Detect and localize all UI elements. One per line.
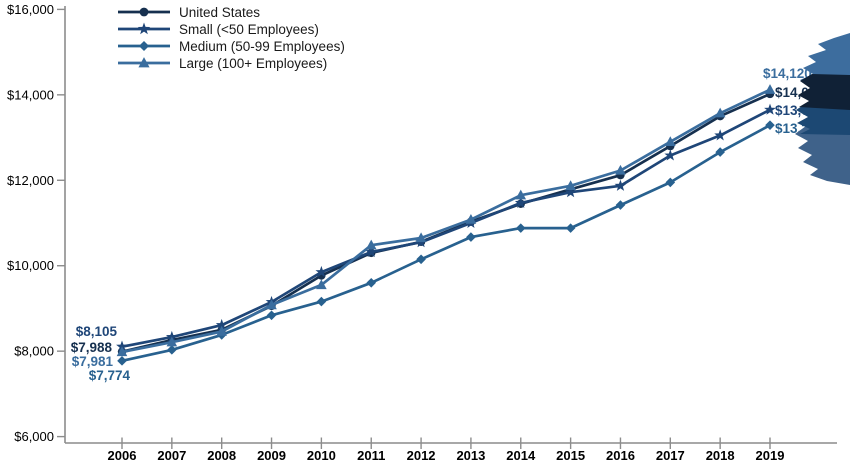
line-triangle-marker-icon	[118, 57, 170, 68]
legend-label: Large (100+ Employees)	[179, 55, 328, 71]
series-line	[120, 92, 772, 354]
blob-band-slate	[795, 126, 850, 185]
data-point-diamond	[416, 254, 426, 265]
series-line	[120, 88, 772, 354]
data-point-star	[137, 22, 151, 35]
series-medium-50-99-employees	[117, 120, 775, 366]
data-point-triangle	[415, 232, 427, 243]
data-point-star	[764, 103, 776, 115]
y-tick-label: $14,000	[7, 87, 54, 102]
data-point-triangle	[365, 239, 377, 250]
data-point-star	[514, 196, 527, 208]
data-point-star	[315, 265, 328, 278]
x-tick-label: 2011	[357, 448, 385, 463]
data-point-triangle	[316, 279, 327, 290]
data-point-diamond	[266, 310, 277, 321]
data-point-star	[564, 186, 577, 198]
data-point-diamond	[466, 232, 476, 242]
line-star-marker-icon	[118, 22, 170, 35]
legend-item-united-states: United States	[118, 4, 345, 20]
data-point-star	[365, 245, 378, 258]
data-point-diamond	[167, 345, 177, 355]
series-lines	[116, 84, 776, 366]
x-tick-label: 2017	[656, 448, 685, 463]
data-point-star	[614, 179, 627, 191]
blob-band-navy	[796, 102, 850, 135]
data-point-diamond	[316, 296, 327, 307]
data-point-triangle	[515, 189, 527, 200]
legend-label: Medium (50-99 Employees)	[179, 38, 345, 54]
x-tick-label: 2018	[706, 448, 735, 463]
x-tick-label: 2015	[556, 448, 585, 463]
y-tick-label: $8,000	[14, 344, 54, 359]
data-point-star	[215, 318, 228, 331]
data-point-diamond	[138, 40, 150, 52]
x-tick-label: 2012	[407, 448, 436, 463]
data-point-diamond	[117, 356, 127, 366]
series-united-states	[117, 89, 775, 356]
data-point-triangle	[714, 107, 726, 118]
legend-label: Small (<50 Employees)	[179, 21, 319, 37]
x-tick-label: 2014	[506, 448, 536, 463]
start-value-label: $7,988	[71, 340, 113, 355]
x-tick-label: 2008	[207, 448, 236, 463]
start-value-label: $7,981	[72, 354, 114, 369]
data-point-diamond	[515, 223, 526, 233]
data-point-triangle	[216, 325, 227, 336]
axes: $6,000 $8,000 $10,000 $12,000 $14,000 $16,000…	[7, 2, 837, 463]
data-point-diamond	[366, 278, 377, 288]
chart-legend: United States Small (<50 Employees) Medi…	[118, 4, 345, 71]
data-point-diamond	[715, 147, 725, 157]
x-tick-label: 2019	[756, 448, 785, 463]
legend-label: United States	[179, 4, 261, 20]
data-point-triangle	[166, 336, 178, 347]
series-large-100-employees	[116, 84, 776, 357]
start-value-label: $7,774	[89, 368, 131, 383]
x-tick-label: 2009	[257, 448, 286, 463]
data-point-star	[165, 330, 178, 343]
end-value-label: $14,120	[763, 66, 812, 81]
data-point-circle	[139, 7, 149, 17]
data-point-diamond	[665, 177, 676, 188]
legend-item-medium-firms: Medium (50-99 Employees)	[118, 38, 345, 54]
legend-item-small-firms: Small (<50 Employees)	[118, 21, 345, 37]
data-point-star	[714, 129, 727, 141]
legend-item-large-firms: Large (100+ Employees)	[118, 55, 345, 71]
y-tick-label: $12,000	[7, 173, 54, 188]
data-point-triangle	[764, 84, 776, 94]
x-tick-label: 2016	[606, 448, 635, 463]
data-point-triangle	[665, 136, 676, 147]
series-line	[120, 123, 772, 363]
data-point-triangle	[116, 346, 128, 357]
y-tick-label: $6,000	[14, 429, 54, 444]
y-tick-label: $10,000	[7, 258, 54, 273]
x-tick-label: 2007	[157, 448, 186, 463]
y-tick-label: $16,000	[7, 2, 54, 17]
data-point-triangle	[565, 180, 576, 191]
line-diamond-marker-icon	[118, 40, 170, 52]
corner-blob-graphic	[795, 33, 850, 185]
blob-band-dark	[798, 74, 850, 110]
x-tick-label: 2013	[456, 448, 485, 463]
x-tick-label: 2006	[108, 448, 137, 463]
data-point-triangle	[615, 164, 626, 175]
data-point-triangle	[465, 213, 477, 224]
data-point-triangle	[266, 299, 277, 310]
data-point-star	[664, 149, 677, 161]
data-point-diamond	[765, 120, 775, 130]
line-circle-marker-icon	[118, 7, 170, 17]
start-value-label: $8,105	[76, 324, 118, 339]
series-line	[120, 108, 772, 349]
data-point-triangle	[138, 57, 150, 68]
data-point-star	[116, 340, 128, 352]
x-tick-label: 2010	[307, 448, 336, 463]
data-point-diamond	[615, 200, 626, 210]
data-point-diamond	[565, 223, 576, 233]
